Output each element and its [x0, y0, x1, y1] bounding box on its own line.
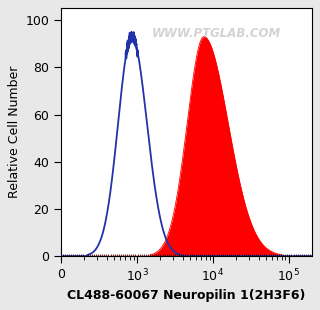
Text: WWW.PTGLAB.COM: WWW.PTGLAB.COM [152, 27, 281, 40]
Y-axis label: Relative Cell Number: Relative Cell Number [8, 66, 21, 198]
X-axis label: CL488-60067 Neuropilin 1(2H3F6): CL488-60067 Neuropilin 1(2H3F6) [67, 289, 306, 302]
